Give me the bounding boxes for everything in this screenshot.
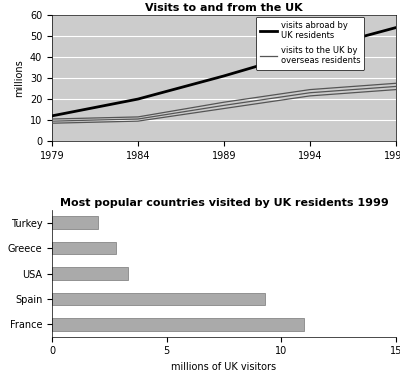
Legend: visits abroad by
UK residents, visits to the UK by
overseas residents: visits abroad by UK residents, visits to… — [256, 16, 364, 70]
Bar — [52, 216, 98, 229]
X-axis label: millions of UK visitors: millions of UK visitors — [172, 362, 276, 372]
Title: Visits to and from the UK: Visits to and from the UK — [145, 3, 303, 13]
Title: Most popular countries visited by UK residents 1999: Most popular countries visited by UK res… — [60, 198, 388, 208]
Bar — [52, 318, 304, 331]
Bar — [52, 242, 116, 254]
Bar — [52, 292, 265, 306]
Bar — [52, 267, 128, 280]
Y-axis label: millions: millions — [14, 59, 24, 97]
